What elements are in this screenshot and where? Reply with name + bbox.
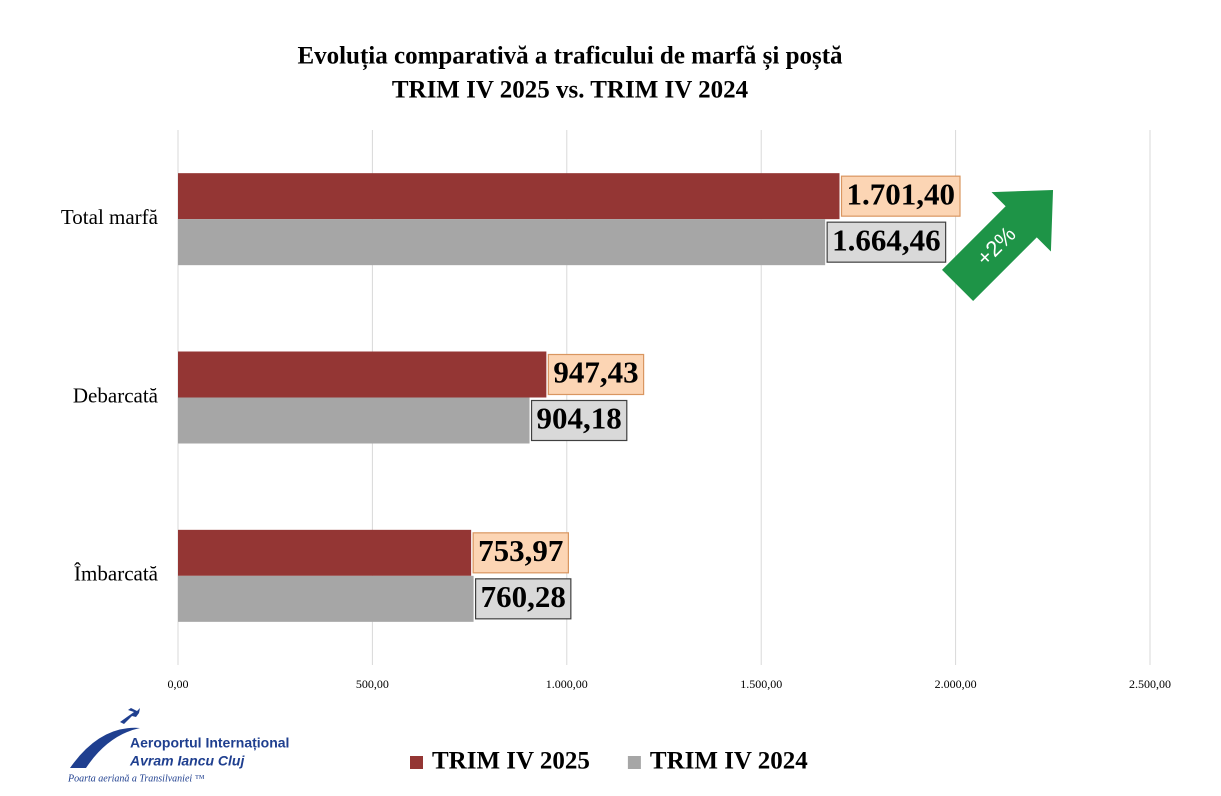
bar (178, 529, 472, 576)
bar (178, 351, 547, 398)
data-label-text: 760,28 (481, 579, 566, 614)
bar (178, 173, 840, 220)
x-tick-label: 2.000,00 (935, 677, 977, 691)
logo-tagline: Poarta aeriană a Transilvaniei ™ (67, 773, 205, 784)
data-label: 1.664,46 (826, 221, 947, 263)
y-tick-label: Debarcată (73, 383, 159, 407)
bar (178, 397, 530, 444)
legend-label: TRIM IV 2025 (432, 748, 590, 775)
x-tick-label: 1.500,00 (740, 677, 782, 691)
x-tick-label: 500,00 (356, 677, 389, 691)
legend-swatch (410, 756, 423, 769)
data-label: 947,43 (547, 353, 645, 396)
data-label-text: 904,18 (537, 401, 622, 436)
y-tick-label: Îmbarcată (74, 562, 159, 586)
logo-line1: Aeroportul Internațional (130, 735, 289, 751)
data-label: 904,18 (530, 399, 628, 442)
x-tick-label: 1.000,00 (546, 677, 588, 691)
x-tick-label: 2.500,00 (1129, 677, 1171, 691)
logo: Aeroportul Internațional Avram Iancu Clu… (67, 708, 289, 784)
arrow-shape (942, 189, 1054, 301)
data-label-box (474, 578, 572, 620)
data-label-text: 1.701,40 (847, 176, 956, 211)
legend-label: TRIM IV 2024 (650, 748, 808, 775)
bar (178, 219, 826, 266)
data-label-text: 1.664,46 (832, 222, 941, 257)
chart-subtitle: TRIM IV 2025 vs. TRIM IV 2024 (392, 77, 749, 104)
x-tick-label: 0,00 (168, 677, 189, 691)
logo-plane (120, 708, 140, 724)
data-label: 760,28 (474, 578, 572, 620)
data-label-box (530, 399, 628, 442)
data-label: 753,97 (472, 532, 569, 574)
data-label-text: 753,97 (478, 533, 563, 568)
y-tick-label: Total marfă (61, 205, 159, 229)
bar (178, 575, 474, 622)
legend-swatch (627, 756, 641, 769)
data-label-text: 947,43 (553, 355, 638, 390)
data-label-box (840, 175, 961, 217)
data-label-box (472, 532, 569, 574)
logo-arc (70, 727, 140, 768)
logo-line2: Avram Iancu Cluj (129, 753, 245, 769)
chart-title: Evoluția comparativă a traficului de mar… (297, 43, 843, 71)
data-label-box (826, 221, 947, 263)
data-label: 1.701,40 (840, 175, 961, 217)
data-label-box (547, 353, 645, 396)
